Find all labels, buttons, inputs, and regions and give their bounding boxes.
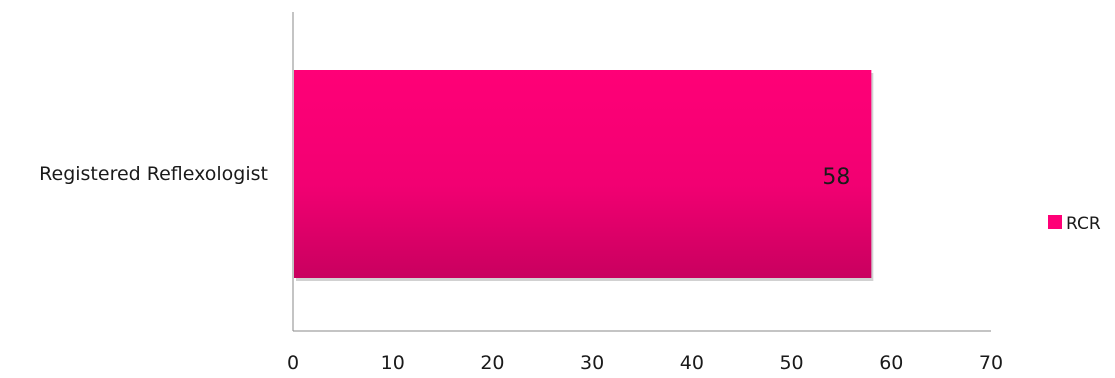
x-tick-label: 60 [879, 352, 903, 374]
category-label: Registered Reflexologist [39, 163, 268, 185]
x-tick-label: 10 [381, 352, 405, 374]
data-label: 58 [822, 165, 850, 190]
legend-label-rcr: RCR [1066, 214, 1101, 234]
bar-rcr-registered-reflexologist [294, 70, 872, 278]
x-tick-label: 30 [580, 352, 604, 374]
x-tick-label: 20 [480, 352, 504, 374]
x-tick-label: 40 [680, 352, 704, 374]
legend-swatch-rcr [1048, 215, 1062, 229]
x-tick-label: 50 [779, 352, 803, 374]
x-axis-ticks: 0 10 20 30 40 50 60 70 [287, 352, 1003, 374]
x-tick-label: 70 [979, 352, 1003, 374]
x-tick-label: 0 [287, 352, 299, 374]
